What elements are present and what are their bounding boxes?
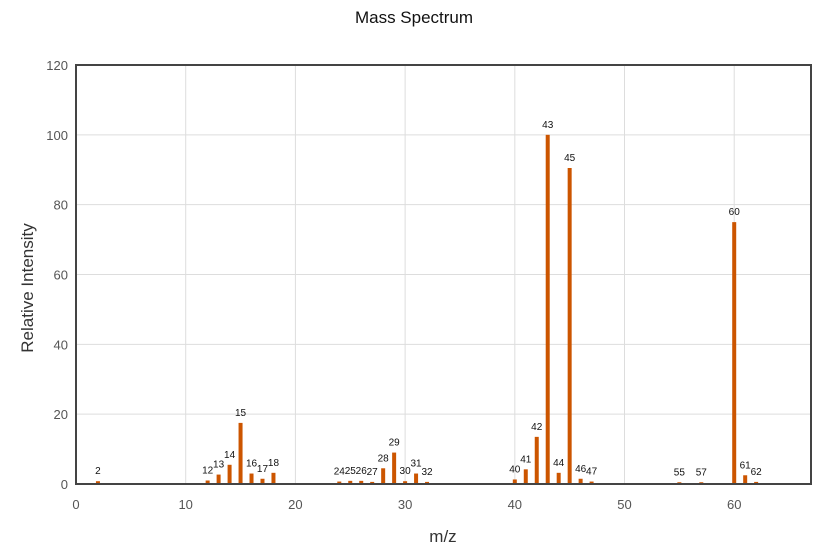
x-tick-label: 30 bbox=[398, 497, 412, 512]
peak-bar bbox=[403, 481, 408, 484]
x-tick-label: 40 bbox=[508, 497, 522, 512]
peak-label: 17 bbox=[257, 464, 269, 475]
x-tick-label: 10 bbox=[178, 497, 192, 512]
peak-bar bbox=[359, 480, 364, 484]
peak-label: 27 bbox=[367, 467, 379, 478]
peak-label: 26 bbox=[356, 466, 368, 477]
peak-label: 60 bbox=[729, 207, 741, 218]
peak-bar bbox=[512, 479, 517, 484]
peak-label: 28 bbox=[378, 453, 390, 464]
peak-bar bbox=[732, 222, 737, 484]
peak-label: 42 bbox=[531, 422, 543, 433]
peak-bar bbox=[523, 469, 528, 484]
y-tick-label: 0 bbox=[61, 477, 68, 492]
x-tick-label: 50 bbox=[617, 497, 631, 512]
peak-bar bbox=[589, 481, 594, 484]
peak-bar bbox=[567, 168, 572, 485]
peak-label: 41 bbox=[520, 454, 532, 465]
peak-label: 32 bbox=[421, 467, 433, 478]
peak-bar bbox=[249, 473, 254, 484]
peak-label: 62 bbox=[751, 467, 763, 478]
x-tick-label: 0 bbox=[72, 497, 79, 512]
peak-label: 25 bbox=[345, 466, 357, 477]
y-tick-label: 20 bbox=[54, 407, 68, 422]
x-tick-label: 60 bbox=[727, 497, 741, 512]
peak-bar bbox=[534, 436, 539, 484]
peak-bar bbox=[545, 134, 550, 485]
peak-bar bbox=[381, 468, 386, 484]
peak-bar bbox=[95, 481, 100, 484]
peak-bar bbox=[238, 422, 243, 484]
peak-label: 44 bbox=[553, 458, 565, 469]
peak-label: 12 bbox=[202, 466, 214, 477]
peak-label: 29 bbox=[389, 438, 401, 449]
peak-bar bbox=[425, 481, 430, 484]
peak-label: 57 bbox=[696, 467, 708, 478]
peak-bar bbox=[578, 478, 583, 484]
bars-group bbox=[95, 134, 759, 485]
x-tick-label: 20 bbox=[288, 497, 302, 512]
peak-bar bbox=[414, 473, 419, 484]
peak-label: 13 bbox=[213, 460, 225, 471]
peak-label: 47 bbox=[586, 467, 598, 478]
y-tick-label: 40 bbox=[54, 337, 68, 352]
peak-bar bbox=[216, 474, 221, 484]
peak-label: 31 bbox=[411, 459, 423, 470]
peak-bar bbox=[205, 480, 210, 484]
peak-bar bbox=[348, 480, 353, 484]
peak-bar bbox=[392, 452, 397, 484]
y-tick-label: 120 bbox=[46, 58, 68, 73]
plot-frame bbox=[75, 64, 812, 485]
peak-label: 24 bbox=[334, 467, 346, 478]
peak-label: 16 bbox=[246, 459, 258, 470]
y-tick-label: 60 bbox=[54, 268, 68, 283]
y-tick-label: 80 bbox=[54, 198, 68, 213]
peak-label: 15 bbox=[235, 408, 247, 419]
x-axis-label: m/z bbox=[429, 527, 456, 546]
peak-label: 2 bbox=[95, 466, 101, 477]
peak-label: 45 bbox=[564, 153, 576, 164]
peak-bar bbox=[743, 475, 748, 484]
peak-label: 55 bbox=[674, 467, 686, 478]
peak-label: 61 bbox=[740, 460, 752, 471]
peak-bar bbox=[370, 481, 375, 484]
peak-bar bbox=[260, 478, 265, 484]
peak-label: 40 bbox=[509, 464, 521, 475]
peak-bar bbox=[271, 472, 276, 484]
peak-bar bbox=[556, 472, 561, 484]
x-tick-labels: 0 10 20 30 40 50 60 bbox=[72, 497, 741, 512]
y-axis-label: Relative Intensity bbox=[18, 223, 37, 353]
peak-label: 18 bbox=[268, 458, 280, 469]
peak-bar bbox=[227, 464, 232, 484]
y-tick-label: 100 bbox=[46, 128, 68, 143]
chart-title: Mass Spectrum bbox=[355, 8, 473, 27]
grid-lines bbox=[75, 64, 811, 485]
peak-bar bbox=[337, 481, 342, 484]
peak-label: 46 bbox=[575, 464, 587, 475]
peak-bar bbox=[754, 481, 759, 484]
peak-label: 43 bbox=[542, 120, 554, 131]
peak-label: 14 bbox=[224, 450, 236, 461]
y-tick-labels: 0 20 40 60 80 100 120 bbox=[46, 58, 68, 492]
peak-label: 30 bbox=[400, 466, 412, 477]
